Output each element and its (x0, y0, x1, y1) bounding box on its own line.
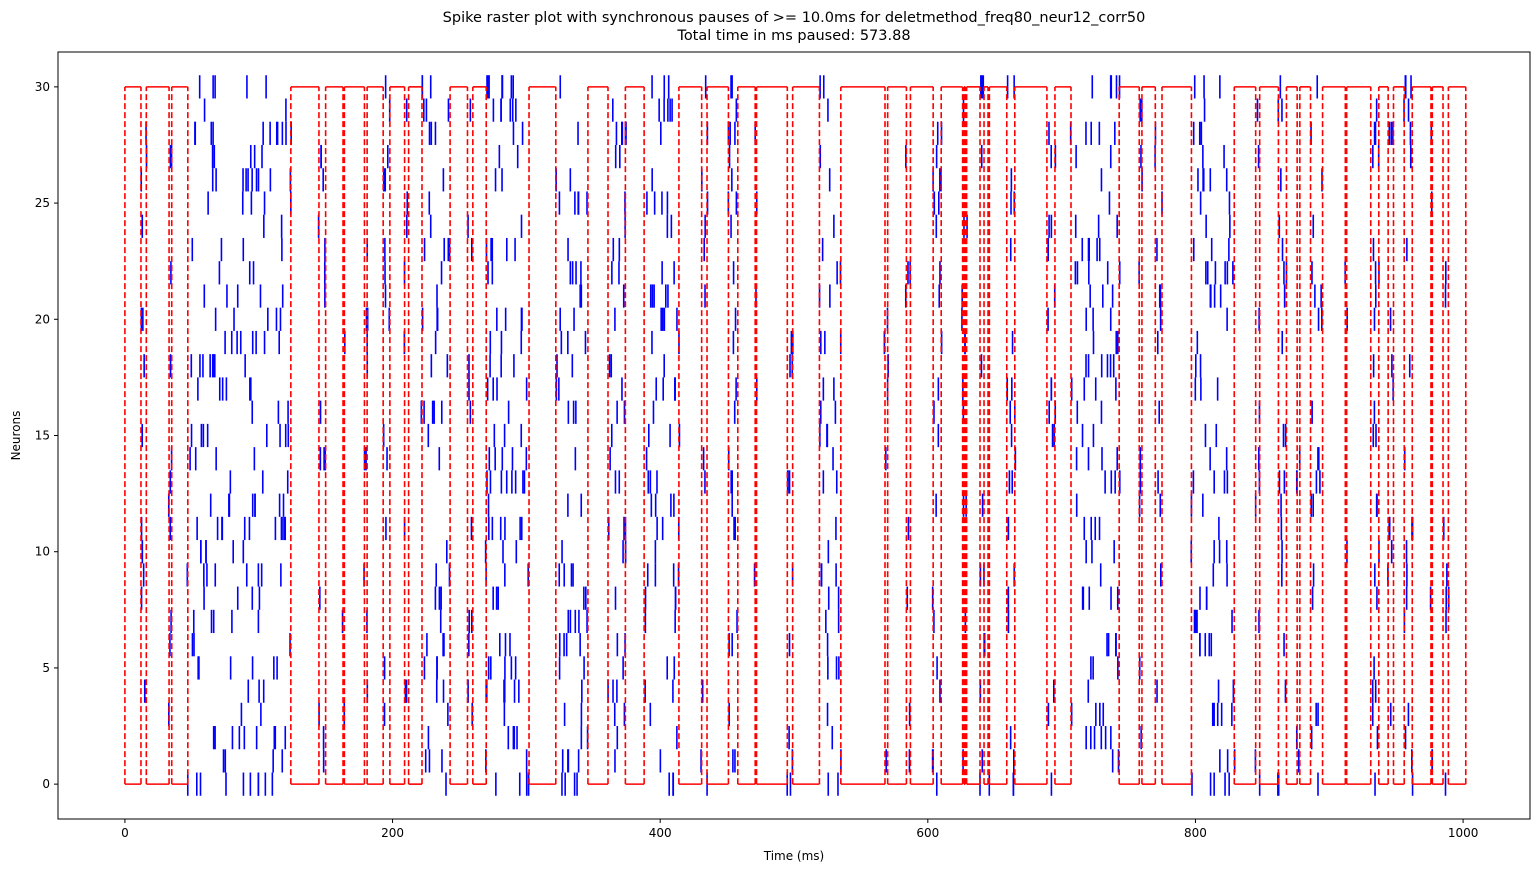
x-tick-label: 600 (916, 826, 939, 840)
pause-interval (940, 86, 964, 785)
pause-interval (449, 86, 469, 785)
pause-interval (1233, 86, 1257, 785)
spike-layer (140, 75, 1450, 796)
pause-interval (678, 86, 703, 785)
pause-interval (840, 86, 886, 785)
pause-interval (1377, 86, 1389, 785)
x-tick-label: 0 (121, 826, 129, 840)
pause-interval (791, 86, 821, 785)
x-tick-label: 800 (1184, 826, 1207, 840)
pause-interval (706, 86, 730, 785)
pause-interval (736, 86, 756, 785)
pause-interval (988, 86, 1008, 785)
plot-frame (57, 51, 1531, 820)
pause-interval (963, 86, 967, 785)
y-axis: 0 5 10 15 20 25 30 (35, 80, 58, 791)
pause-interval (983, 86, 989, 785)
x-axis-label: Time (ms) (763, 849, 825, 863)
pause-interval (1299, 86, 1312, 785)
pause-interval (1161, 86, 1193, 785)
x-axis: 0 200 400 600 800 1000 (121, 819, 1478, 840)
pause-interval (1392, 86, 1406, 785)
pause-interval (472, 86, 488, 785)
pause-interval (1447, 86, 1467, 785)
chart-subtitle: Total time in ms paused: 573.88 (676, 28, 910, 44)
chart-title: Spike raster plot with synchronous pause… (443, 10, 1146, 26)
pause-interval (290, 86, 320, 785)
pause-interval (407, 86, 423, 785)
pause-interval (528, 86, 557, 785)
pause-interval (389, 86, 406, 785)
y-tick-label: 0 (42, 777, 50, 791)
pause-interval (886, 86, 908, 785)
y-tick-label: 25 (35, 196, 50, 210)
pause-interval (1258, 86, 1280, 785)
pause-interval (1118, 86, 1141, 785)
pause-interval (909, 86, 934, 785)
pause-interval (1013, 86, 1048, 785)
y-tick-label: 20 (35, 312, 50, 326)
pause-interval (1321, 86, 1347, 785)
pause-interval (1345, 86, 1372, 785)
pause-interval (624, 86, 645, 785)
y-tick-label: 15 (35, 429, 50, 443)
pause-layer (124, 86, 1467, 785)
pause-interval (1411, 86, 1432, 785)
pause-interval (145, 86, 170, 785)
pause-interval (324, 86, 344, 785)
y-tick-label: 30 (35, 80, 50, 94)
pause-interval (343, 86, 366, 785)
pause-interval (755, 86, 789, 785)
y-tick-label: 10 (35, 545, 50, 559)
x-tick-label: 1000 (1448, 826, 1479, 840)
pause-interval (1431, 86, 1444, 785)
y-tick-label: 5 (42, 661, 50, 675)
pause-interval (170, 86, 189, 785)
pause-interval (1054, 86, 1072, 785)
x-tick-label: 400 (649, 826, 672, 840)
y-axis-label: Neurons (9, 411, 23, 461)
x-tick-label: 200 (381, 826, 404, 840)
pause-interval (1285, 86, 1298, 785)
pause-interval (965, 86, 981, 785)
pause-interval (1141, 86, 1157, 785)
pause-interval (124, 86, 142, 785)
pause-interval (366, 86, 384, 785)
pause-interval (587, 86, 609, 785)
